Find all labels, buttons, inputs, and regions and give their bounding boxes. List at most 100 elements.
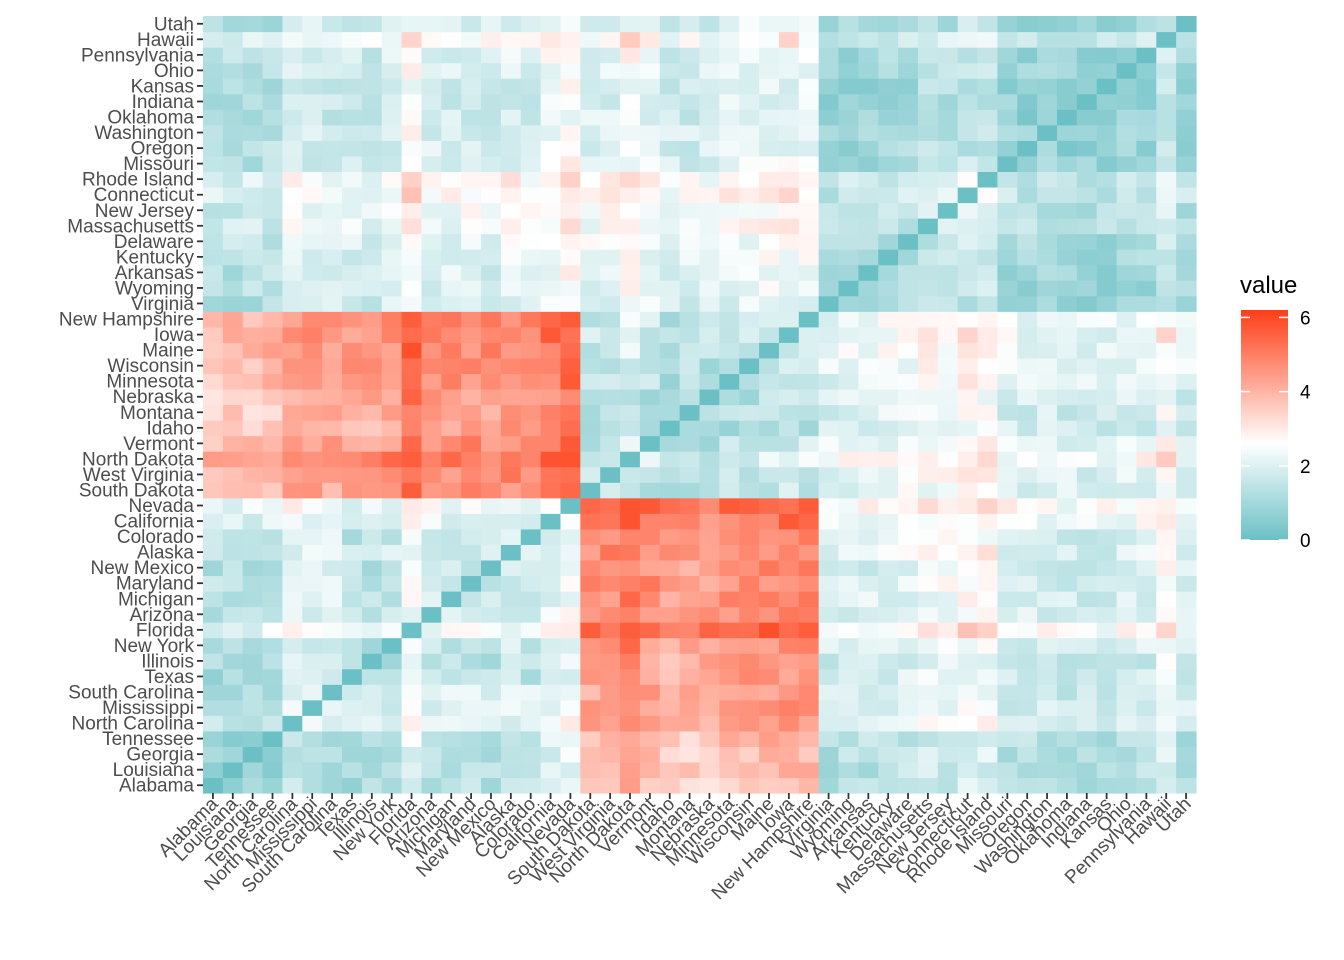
heatmap-cell [1096, 715, 1118, 732]
heatmap-cell [262, 746, 284, 763]
heatmap-cell [679, 684, 701, 701]
heatmap-cell [322, 637, 343, 654]
heatmap-cell [1076, 62, 1098, 79]
heatmap-cell [1136, 78, 1157, 95]
heatmap-cell [898, 47, 919, 64]
heatmap-cell [639, 668, 661, 685]
y-tick-label: Missouri [123, 154, 194, 175]
heatmap-cell [222, 761, 244, 779]
heatmap-cell [322, 342, 343, 359]
heatmap-cell [361, 606, 383, 623]
heatmap-cell [600, 186, 621, 204]
heatmap-cell [580, 357, 601, 375]
heatmap-cell [858, 264, 879, 281]
heatmap-cell [917, 420, 939, 437]
heatmap-cell [441, 622, 462, 639]
heatmap-cell [302, 451, 323, 468]
heatmap-cell [242, 575, 264, 592]
heatmap-cell [520, 482, 542, 499]
heatmap-cell [759, 78, 780, 95]
heatmap-cell [302, 388, 323, 406]
heatmap-cell [520, 451, 542, 468]
heatmap-cell [242, 326, 264, 343]
heatmap-cell [719, 559, 740, 577]
heatmap-cell [262, 777, 284, 794]
heatmap-cell [600, 466, 621, 483]
heatmap-cell [1176, 109, 1197, 126]
y-tick-label: South Dakota [79, 480, 195, 501]
heatmap-cell [1156, 699, 1177, 716]
heatmap-cell [1096, 746, 1118, 763]
heatmap-cell [540, 109, 562, 126]
heatmap-cell [481, 466, 502, 483]
heatmap-cell [560, 62, 581, 79]
heatmap-cell [1076, 544, 1098, 561]
heatmap-cell [719, 404, 740, 421]
heatmap-cell [282, 218, 303, 235]
heatmap-cell [1176, 249, 1197, 266]
heatmap-cell [699, 559, 720, 577]
heatmap-cell [222, 16, 244, 33]
heatmap-cell [441, 311, 462, 328]
heatmap-cell [520, 559, 542, 577]
heatmap-cell [1136, 140, 1157, 157]
heatmap-cell [957, 761, 979, 779]
heatmap-cell [719, 373, 740, 390]
heatmap-cell [798, 466, 820, 483]
heatmap-cell [302, 420, 323, 437]
heatmap-cell [1176, 295, 1197, 312]
heatmap-cell [481, 16, 502, 33]
heatmap-cell [203, 466, 224, 483]
heatmap-cell [937, 16, 959, 33]
heatmap-cell [1037, 295, 1058, 312]
heatmap-cell [759, 715, 780, 732]
y-tick-label: Oklahoma [107, 108, 194, 129]
heatmap-cell [659, 528, 681, 545]
heatmap-cell [1037, 47, 1058, 64]
heatmap-cell [342, 16, 363, 33]
heatmap-cell [500, 388, 522, 406]
heatmap-cell [520, 590, 542, 608]
heatmap-cell [1176, 47, 1197, 64]
heatmap-cell [401, 264, 423, 281]
heatmap-cell [1076, 420, 1098, 437]
heatmap-cell [997, 155, 1018, 172]
heatmap-cell [242, 637, 264, 654]
heatmap-cell [917, 653, 939, 670]
heatmap-cell [1037, 715, 1058, 732]
heatmap-cell [600, 513, 621, 530]
heatmap-cell [838, 559, 859, 577]
heatmap-cell [699, 451, 720, 468]
heatmap-cell [898, 606, 919, 623]
heatmap-cell [937, 653, 959, 670]
heatmap-cell [1076, 699, 1098, 716]
heatmap-cell [659, 746, 681, 763]
heatmap-cell [977, 342, 998, 359]
heatmap-cell [997, 124, 1018, 141]
heatmap-cell [878, 233, 899, 250]
heatmap-cell [838, 31, 859, 48]
heatmap-cell [262, 326, 284, 343]
heatmap-cell [1116, 140, 1138, 157]
heatmap-cell [957, 699, 979, 716]
heatmap-cell [361, 622, 383, 639]
heatmap-cell [1017, 140, 1038, 157]
heatmap-cell [262, 373, 284, 390]
heatmap-cell [600, 171, 621, 188]
heatmap-cell [937, 684, 959, 701]
heatmap-cell [401, 93, 423, 110]
heatmap-cell [898, 233, 919, 250]
heatmap-cell [719, 622, 740, 639]
heatmap-cell [639, 16, 661, 33]
heatmap-cell [342, 684, 363, 701]
heatmap-cell [481, 373, 502, 390]
heatmap-cell [659, 311, 681, 328]
heatmap-cell [421, 606, 442, 623]
heatmap-cell [898, 202, 919, 219]
heatmap-cell [778, 544, 800, 561]
heatmap-cell [401, 295, 423, 312]
heatmap-cell [481, 497, 502, 514]
heatmap-cell [620, 559, 641, 577]
y-tick-label: Virginia [131, 294, 194, 315]
heatmap-cell [560, 637, 581, 654]
